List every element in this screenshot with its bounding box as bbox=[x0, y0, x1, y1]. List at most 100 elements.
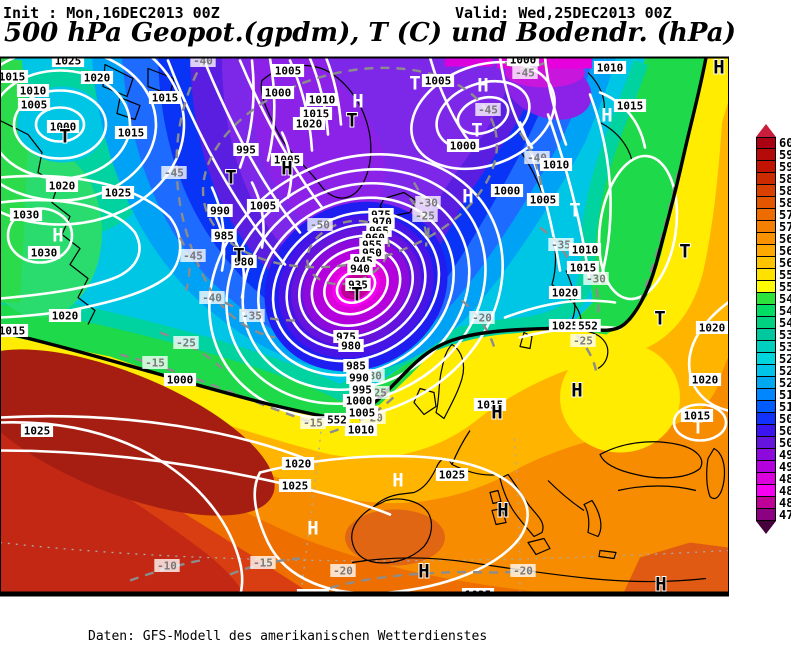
map-canvas: -40-45-45-45-50-45-40-35-40-30-25-35-30-… bbox=[0, 55, 729, 597]
colorbar-step: 584 bbox=[756, 185, 791, 197]
svg-text:1025: 1025 bbox=[24, 425, 51, 438]
isobar-label: 1000 bbox=[506, 57, 540, 67]
svg-text:935: 935 bbox=[348, 279, 368, 292]
high-pressure-marker: H bbox=[392, 470, 403, 492]
isobar-label: 1020 bbox=[45, 179, 79, 193]
svg-text:1025: 1025 bbox=[105, 187, 132, 200]
svg-text:990: 990 bbox=[210, 205, 230, 218]
footer-credits: Daten: GFS-Modell des amerikanischen Wet… bbox=[88, 602, 487, 649]
svg-text:-10: -10 bbox=[157, 560, 177, 573]
svg-text:1005: 1005 bbox=[21, 99, 48, 112]
colorbar-step: 524 bbox=[756, 365, 791, 377]
temperature-contour-label: -15 bbox=[142, 356, 168, 370]
isobar-label: 1015 bbox=[0, 70, 29, 84]
colorbar-step: 588 bbox=[756, 173, 791, 185]
temperature-contour-label: -20 bbox=[330, 564, 356, 578]
low-pressure-marker: T bbox=[679, 241, 690, 263]
svg-text:995: 995 bbox=[352, 384, 372, 397]
svg-text:-25: -25 bbox=[415, 210, 435, 223]
svg-text:1030: 1030 bbox=[13, 209, 40, 222]
isobar-label: 1005 bbox=[270, 153, 304, 167]
temperature-contour-label: -25 bbox=[173, 336, 199, 350]
isobar-label: 1025 bbox=[20, 424, 54, 438]
svg-text:940: 940 bbox=[350, 263, 370, 276]
geopotential-contour-label: 552 bbox=[575, 319, 601, 333]
svg-text:-40: -40 bbox=[193, 55, 213, 68]
svg-text:1020: 1020 bbox=[52, 310, 79, 323]
isobar-label: 1010 bbox=[16, 84, 50, 98]
colorbar-step: 504 bbox=[756, 425, 791, 437]
high-pressure-marker: H bbox=[491, 402, 502, 424]
isobar-label: 1020 bbox=[281, 457, 315, 471]
isobar-label: 1000 bbox=[46, 120, 80, 134]
colorbar-step: 564 bbox=[756, 245, 791, 257]
isobar-label: 1015 bbox=[114, 126, 148, 140]
isobar-label: 1020 bbox=[292, 117, 326, 131]
isobar-label: 1000 bbox=[446, 139, 480, 153]
svg-text:-35: -35 bbox=[242, 310, 262, 323]
svg-text:1020: 1020 bbox=[84, 72, 111, 85]
isobar-label: 1020 bbox=[688, 373, 722, 387]
colorbar-step: 516 bbox=[756, 389, 791, 401]
isobar-label: 990 bbox=[346, 371, 372, 385]
svg-text:1005: 1005 bbox=[530, 194, 557, 207]
svg-text:-30: -30 bbox=[586, 273, 606, 286]
colorbar-step: 592 bbox=[756, 161, 791, 173]
high-pressure-marker: H bbox=[655, 574, 666, 596]
colorbar-step: 488 bbox=[756, 473, 791, 485]
svg-text:-50: -50 bbox=[310, 219, 330, 232]
svg-text:-15: -15 bbox=[145, 357, 165, 370]
temperature-contour-label: -50 bbox=[307, 218, 333, 232]
svg-text:1000: 1000 bbox=[346, 395, 373, 408]
low-pressure-marker: T bbox=[346, 110, 357, 132]
colorbar-step: 536 bbox=[756, 329, 791, 341]
isobar-label: 940 bbox=[347, 262, 373, 276]
temperature-contour-label: -30 bbox=[583, 272, 609, 286]
isobar-label: 1020 bbox=[48, 309, 82, 323]
svg-text:1020: 1020 bbox=[699, 322, 726, 335]
colorbar-step: 532 bbox=[756, 341, 791, 353]
isobar-label: 1005 bbox=[345, 406, 379, 420]
isobar-label: 1015 bbox=[680, 409, 714, 423]
svg-text:-40: -40 bbox=[202, 292, 222, 305]
isobar-label: 1005 bbox=[17, 98, 51, 112]
colorbar-step: 540 bbox=[756, 317, 791, 329]
low-pressure-marker: T bbox=[569, 200, 580, 222]
colorbar-step: 596 bbox=[756, 149, 791, 161]
colorbar-step: 496 bbox=[756, 449, 791, 461]
map-labels-layer: -40-45-45-45-50-45-40-35-40-30-25-35-30-… bbox=[0, 55, 729, 596]
svg-text:1000: 1000 bbox=[167, 374, 194, 387]
svg-text:1030: 1030 bbox=[31, 247, 58, 260]
svg-text:1020: 1020 bbox=[49, 180, 76, 193]
svg-text:1015: 1015 bbox=[118, 127, 145, 140]
colorbar-step: 500 bbox=[756, 437, 791, 449]
svg-text:-20: -20 bbox=[333, 565, 353, 578]
svg-text:1010: 1010 bbox=[572, 244, 599, 257]
svg-text:980: 980 bbox=[341, 340, 361, 353]
isobar-label: 1010 bbox=[305, 93, 339, 107]
svg-text:1010: 1010 bbox=[543, 159, 570, 172]
isobar-label: 1025 bbox=[278, 479, 312, 493]
svg-text:1025: 1025 bbox=[439, 469, 466, 482]
svg-text:-25: -25 bbox=[573, 335, 593, 348]
isobar-label: 1005 bbox=[526, 193, 560, 207]
svg-text:1015: 1015 bbox=[152, 92, 179, 105]
temperature-contour-label: -20 bbox=[469, 311, 495, 325]
svg-text:-15: -15 bbox=[253, 557, 273, 570]
colorbar-step: 476 bbox=[756, 509, 791, 521]
isobar-label: 980 bbox=[231, 255, 257, 269]
colorbar-step: 480 bbox=[756, 497, 791, 509]
svg-text:1025: 1025 bbox=[282, 480, 309, 493]
temperature-contour-label: -40 bbox=[190, 55, 216, 68]
svg-text:980: 980 bbox=[234, 256, 254, 269]
svg-text:1020: 1020 bbox=[552, 287, 579, 300]
colorbar-step: 508 bbox=[756, 413, 791, 425]
isobar-label: 985 bbox=[211, 229, 237, 243]
isobar-label: 1000 bbox=[163, 373, 197, 387]
temperature-contour-label: -15 bbox=[300, 416, 326, 430]
svg-text:-20: -20 bbox=[513, 565, 533, 578]
svg-text:1025: 1025 bbox=[552, 320, 579, 333]
high-pressure-marker: H bbox=[281, 158, 292, 180]
svg-text:552: 552 bbox=[327, 414, 347, 427]
temperature-contour-label: -45 bbox=[512, 66, 538, 80]
